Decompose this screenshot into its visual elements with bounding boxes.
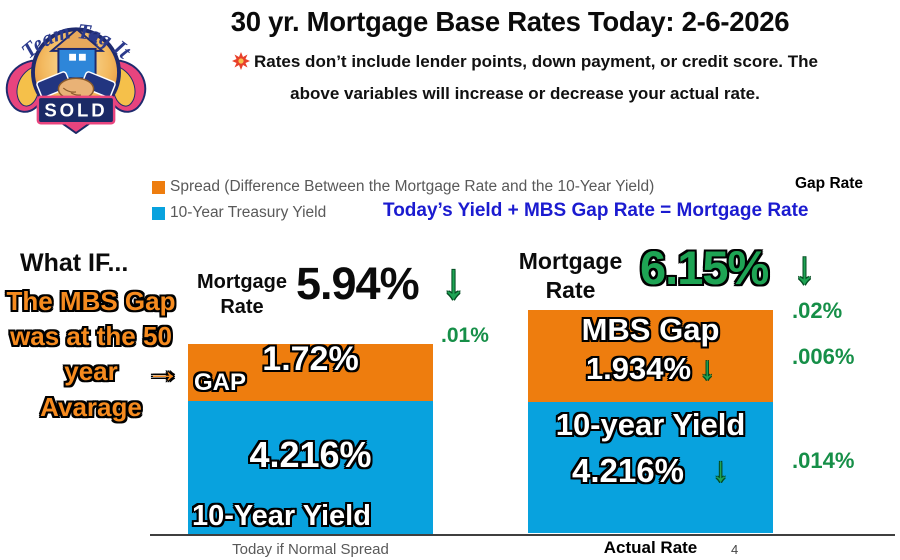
legend-label-spread: Spread (Difference Between the Mortgage … (170, 178, 655, 195)
left-bar-header: Mortgage Rate (197, 271, 287, 318)
legend-label-treasury: 10-Year Treasury Yield (170, 204, 327, 221)
disclaimer-line1: Rates don’t include lender points, down … (170, 52, 880, 72)
what-if-line4: Avarage (40, 392, 142, 422)
gap-rate-label: Gap Rate (795, 175, 864, 192)
right-arrow-icon: → (146, 352, 180, 390)
left-gap-label: GAP (194, 369, 247, 396)
right-gap-change: .006% (792, 344, 855, 369)
what-if-line1: The MBS Gap (6, 286, 176, 316)
what-if-line3: year → (64, 352, 180, 390)
left-bar-spread-segment (188, 344, 433, 401)
legend-swatch-treasury (152, 207, 165, 220)
right-bar-spread-segment (528, 310, 773, 402)
right-yield-value: 4.216% (572, 451, 684, 489)
formula-text: Today’s Yield + MBS Gap Rate = Mortgage … (383, 200, 809, 221)
sold-banner (36, 95, 116, 125)
right-bar-header: Mortgage Rate (518, 248, 623, 303)
sold-text: SOLD (44, 99, 107, 120)
right-yield-label: 10-year Yield (555, 407, 746, 442)
left-total-change: .01% (441, 324, 489, 347)
right-yield-change: .014% (792, 448, 855, 473)
legend-swatch-spread (152, 181, 165, 194)
page-title: 30 yr. Mortgage Base Rates Today: 2-6-20… (230, 6, 790, 37)
burst-icon (232, 52, 251, 70)
right-total-change: .02% (792, 298, 843, 323)
right-gap-value-row: 1.934% ↓ (528, 350, 773, 387)
left-yield-value: 4.216% (249, 434, 372, 475)
disclaimer-line2: above variables will increase or decreas… (290, 84, 760, 103)
left-gap-value: 1.72% (262, 340, 359, 378)
right-yield-value-row: 4.216% ↓ (528, 451, 773, 490)
right-bar-yield-segment (528, 402, 773, 533)
left-yield-label: 10-Year Yield (192, 500, 371, 532)
right-axis-label: Actual Rate (603, 538, 698, 557)
page-number: 4 (731, 542, 739, 557)
left-axis-label: Today if Normal Spread (232, 541, 389, 558)
right-yield-arrow-icon: ↓ (711, 451, 729, 489)
team-tag-it-logo: SOLD Team Tag It (5, 19, 147, 134)
left-down-arrow-icon: ↓ (441, 253, 466, 309)
right-gap-value: 1.934% (585, 350, 692, 386)
right-total-value: 6.15% (640, 241, 769, 294)
left-total-value: 5.94% (296, 258, 420, 309)
what-if-line2: was at the 50 (10, 321, 172, 351)
right-gap-label: MBS Gap (581, 312, 720, 347)
what-if-heading: What IF... (20, 249, 129, 277)
right-gap-arrow-icon: ↓ (699, 350, 716, 386)
x-axis-line (150, 534, 895, 536)
right-down-arrow-icon: ↓ (793, 241, 816, 293)
left-bar-yield-segment (188, 401, 433, 535)
